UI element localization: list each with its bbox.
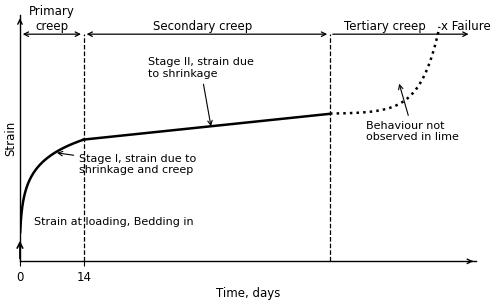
X-axis label: Time, days: Time, days bbox=[216, 287, 280, 300]
Text: Stage II, strain due
to shrinkage: Stage II, strain due to shrinkage bbox=[148, 57, 254, 125]
Text: Behaviour not
observed in lime: Behaviour not observed in lime bbox=[366, 85, 460, 143]
Text: Strain at loading, Bedding in: Strain at loading, Bedding in bbox=[34, 216, 193, 226]
Text: Secondary creep: Secondary creep bbox=[152, 20, 252, 33]
Text: x Failure: x Failure bbox=[441, 20, 490, 33]
Y-axis label: Strain: Strain bbox=[4, 121, 17, 156]
Text: Primary
creep: Primary creep bbox=[29, 5, 75, 33]
Text: Stage I, strain due to
shrinkage and creep: Stage I, strain due to shrinkage and cre… bbox=[58, 151, 196, 175]
Text: Tertiary creep: Tertiary creep bbox=[344, 20, 426, 33]
